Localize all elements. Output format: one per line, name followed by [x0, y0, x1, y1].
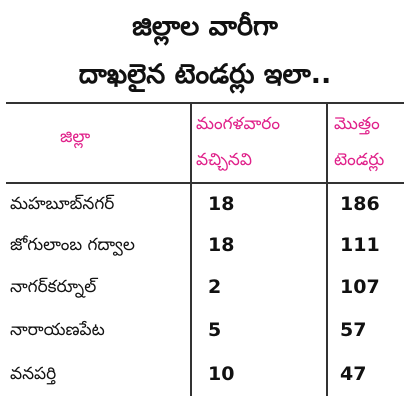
heading-line-2: దాఖలైన టెండర్లు ఇలా..: [78, 59, 332, 90]
header-tuesday-line1: మంగళవారం: [196, 114, 280, 134]
total-count-cell: 107: [340, 276, 380, 298]
column-divider-2: [326, 104, 328, 396]
total-count-cell: 47: [340, 363, 367, 385]
total-count-cell: 111: [340, 234, 380, 256]
district-cell: జోగులాంబ గద్వాల: [10, 235, 135, 255]
district-cell: వనపర్తి: [10, 364, 57, 384]
tuesday-count-cell: 18: [208, 234, 235, 256]
column-divider-1: [190, 104, 192, 396]
header-total-line2: టెండర్లు: [334, 150, 385, 170]
header-rule: [6, 182, 404, 184]
tuesday-count-cell: 18: [208, 193, 235, 215]
heading-line-1: జిల్లాల వారీగా: [132, 11, 278, 42]
top-rule: [6, 102, 404, 104]
header-district: జిల్లా: [60, 127, 91, 147]
district-cell: నాగర్‌కర్నూల్: [10, 277, 97, 297]
tuesday-count-cell: 10: [208, 363, 235, 385]
district-cell: నారాయణపేట: [10, 320, 105, 340]
header-total-line1: మొత్తం: [334, 114, 380, 134]
tuesday-count-cell: 5: [208, 319, 222, 341]
total-count-cell: 186: [340, 193, 380, 215]
total-count-cell: 57: [340, 319, 367, 341]
tuesday-count-cell: 2: [208, 276, 222, 298]
header-tuesday-line2: వచ్చినవి: [196, 150, 252, 170]
district-cell: మహబూబ్‌నగర్: [10, 194, 115, 214]
